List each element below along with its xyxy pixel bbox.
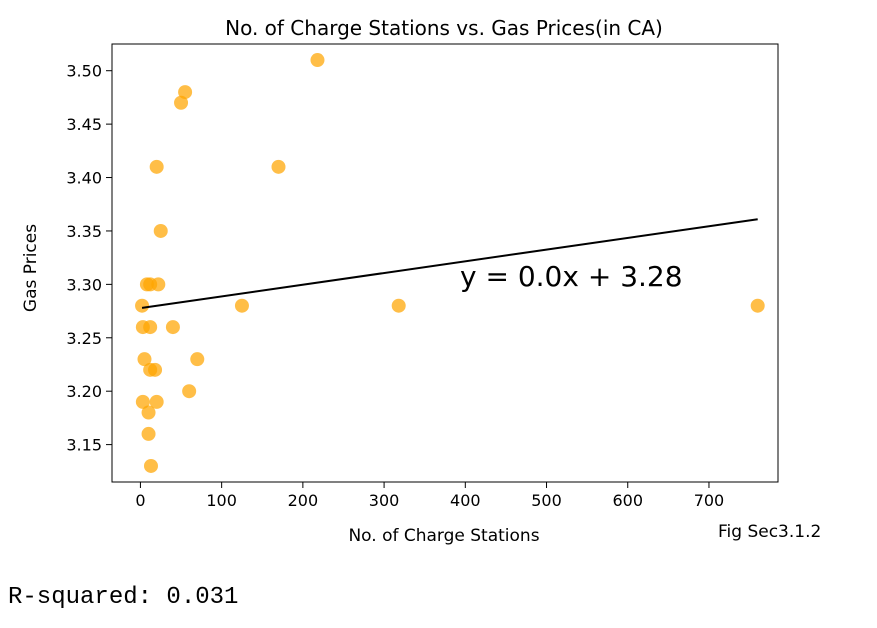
data-point <box>151 277 166 292</box>
data-point <box>271 159 286 174</box>
data-point <box>143 458 158 473</box>
y-tick-label: 3.25 <box>66 329 102 348</box>
data-point <box>310 53 325 68</box>
x-tick-label: 700 <box>694 491 725 510</box>
y-tick-label: 3.45 <box>66 115 102 134</box>
data-point <box>391 298 406 313</box>
y-tick-label: 3.15 <box>66 436 102 455</box>
data-point <box>149 394 164 409</box>
plot-area <box>111 43 779 483</box>
chart-title: No. of Charge Stations vs. Gas Prices(in… <box>225 16 663 40</box>
data-point <box>234 298 249 313</box>
data-point <box>182 384 197 399</box>
scatter-chart: No. of Charge Stations vs. Gas Prices(in… <box>21 16 821 546</box>
r-squared-text: R-squared: 0.031 <box>8 584 239 611</box>
y-tick-label: 3.35 <box>66 222 102 241</box>
x-tick-label: 0 <box>135 491 145 510</box>
data-points <box>135 53 765 473</box>
data-point <box>135 394 150 409</box>
y-tick-label: 3.50 <box>66 62 102 81</box>
figure-caption: Fig Sec3.1.2 <box>718 522 821 542</box>
data-point <box>750 298 765 313</box>
data-point <box>141 405 156 420</box>
data-point <box>178 85 193 100</box>
y-tick-label: 3.20 <box>66 382 102 401</box>
data-point <box>165 320 180 335</box>
regression-equation: y = 0.0x + 3.28 <box>460 260 683 293</box>
data-point <box>153 223 168 238</box>
data-point <box>135 298 150 313</box>
y-tick-label: 3.40 <box>66 169 102 188</box>
x-tick-label: 300 <box>369 491 400 510</box>
y-axis: 3.15 3.20 3.25 3.30 3.35 3.40 3.45 3.50 <box>66 62 112 455</box>
y-axis-label: Gas Prices <box>21 224 41 312</box>
regression-line <box>141 218 758 309</box>
x-tick-label: 400 <box>450 491 481 510</box>
x-tick-label: 500 <box>531 491 562 510</box>
data-point <box>190 352 205 367</box>
data-point <box>137 352 152 367</box>
data-point <box>149 159 164 174</box>
x-tick-label: 100 <box>206 491 237 510</box>
data-point <box>174 95 189 110</box>
x-tick-label: 600 <box>612 491 643 510</box>
x-tick-label: 200 <box>288 491 319 510</box>
y-tick-label: 3.30 <box>66 275 102 294</box>
data-point <box>141 426 156 441</box>
data-point <box>148 362 163 377</box>
data-point <box>143 320 158 335</box>
x-axis: 0 100 200 300 400 500 600 700 <box>135 482 724 510</box>
x-axis-label: No. of Charge Stations <box>348 526 539 546</box>
